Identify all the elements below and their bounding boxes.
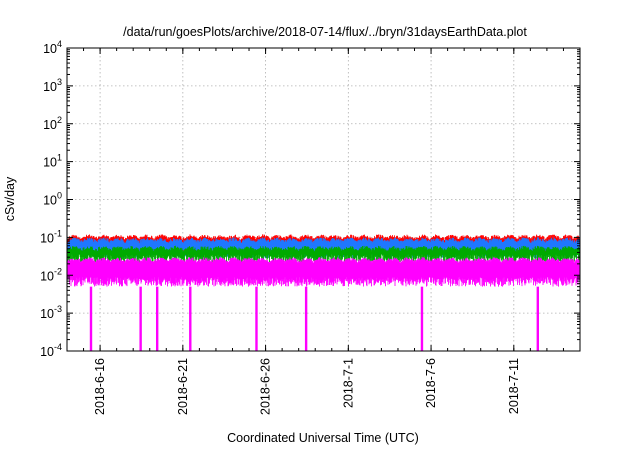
y-tick-label: 101 — [43, 153, 62, 170]
y-tick-label: 103 — [43, 77, 62, 94]
y-tick-base: 10 — [40, 345, 54, 359]
dropout-spike — [420, 286, 424, 351]
y-axis-label: cSv/day — [3, 176, 17, 221]
y-tick-exponent: 3 — [57, 77, 62, 87]
y-tick-exponent: -2 — [54, 266, 62, 276]
dropout-spike — [89, 286, 93, 351]
dropout-spike — [139, 286, 142, 351]
y-tick-base: 10 — [43, 80, 57, 94]
y-tick-base: 10 — [43, 194, 57, 208]
x-axis-ticks: 2018-6-16 2018-6-21 2018-6-26 2018-7-1 2018-… — [66, 48, 581, 415]
x-axis-label: Coordinated Universal Time (UTC) — [227, 431, 419, 445]
dropout-spike — [255, 286, 258, 351]
y-tick-label: 10-1 — [40, 228, 62, 245]
dropout-spike — [536, 286, 540, 351]
x-tick-label: 2018-7-6 — [424, 358, 438, 408]
dropout-spike — [304, 286, 308, 351]
y-tick-label: 104 — [43, 39, 62, 56]
x-tick-label: 2018-7-1 — [341, 358, 355, 408]
y-tick-label: 10-2 — [40, 266, 62, 283]
x-tick-label: 2018-6-21 — [176, 358, 190, 415]
y-tick-base: 10 — [43, 42, 57, 56]
y-tick-label: 102 — [43, 115, 62, 132]
grid-lines — [67, 48, 580, 351]
dropout-spike — [189, 286, 192, 351]
y-tick-base: 10 — [43, 156, 57, 170]
dropout-spike — [155, 286, 159, 351]
chart-title: /data/run/goesPlots/archive/2018-07-14/f… — [123, 25, 527, 39]
x-tick-label: 2018-6-26 — [259, 358, 273, 415]
series-band — [67, 257, 580, 287]
y-tick-label: 10-3 — [40, 304, 62, 321]
x-tick-label: 2018-6-16 — [93, 358, 107, 415]
y-tick-exponent: 2 — [57, 115, 62, 125]
y-tick-exponent: -4 — [54, 342, 62, 352]
y-tick-exponent: 0 — [57, 191, 62, 201]
y-tick-exponent: -3 — [54, 304, 62, 314]
y-tick-base: 10 — [43, 118, 57, 132]
series-layer — [67, 234, 580, 351]
y-tick-exponent: -1 — [54, 228, 62, 238]
y-tick-base: 10 — [40, 231, 54, 245]
x-tick-label: 2018-7-11 — [507, 358, 521, 414]
series-band — [67, 245, 580, 264]
y-tick-label: 10-4 — [40, 342, 62, 359]
y-tick-base: 10 — [40, 307, 54, 321]
y-tick-label: 100 — [43, 191, 62, 208]
y-tick-base: 10 — [40, 269, 54, 283]
y-tick-exponent: 1 — [57, 153, 62, 163]
y-tick-exponent: 4 — [57, 39, 62, 49]
